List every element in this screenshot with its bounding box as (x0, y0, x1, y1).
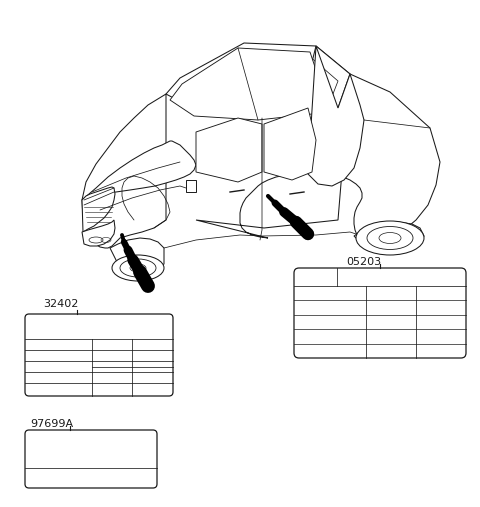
Ellipse shape (112, 255, 164, 281)
FancyBboxPatch shape (294, 268, 466, 358)
FancyBboxPatch shape (25, 314, 173, 396)
Polygon shape (354, 222, 424, 250)
Polygon shape (82, 94, 166, 248)
Polygon shape (82, 187, 115, 232)
Polygon shape (82, 141, 196, 200)
Ellipse shape (130, 264, 146, 272)
Polygon shape (170, 48, 330, 120)
Text: 05203: 05203 (346, 257, 381, 267)
Polygon shape (196, 118, 262, 182)
Text: 97699A: 97699A (30, 419, 73, 429)
Polygon shape (82, 220, 115, 246)
Polygon shape (196, 74, 440, 244)
Polygon shape (308, 46, 364, 186)
Polygon shape (110, 238, 164, 270)
Ellipse shape (120, 259, 156, 277)
Ellipse shape (356, 221, 424, 255)
FancyBboxPatch shape (25, 430, 157, 488)
Polygon shape (166, 43, 350, 114)
Polygon shape (264, 108, 316, 180)
Text: 32402: 32402 (43, 299, 78, 309)
Ellipse shape (367, 227, 413, 249)
Ellipse shape (379, 233, 401, 243)
Polygon shape (186, 180, 196, 192)
Polygon shape (308, 46, 350, 108)
